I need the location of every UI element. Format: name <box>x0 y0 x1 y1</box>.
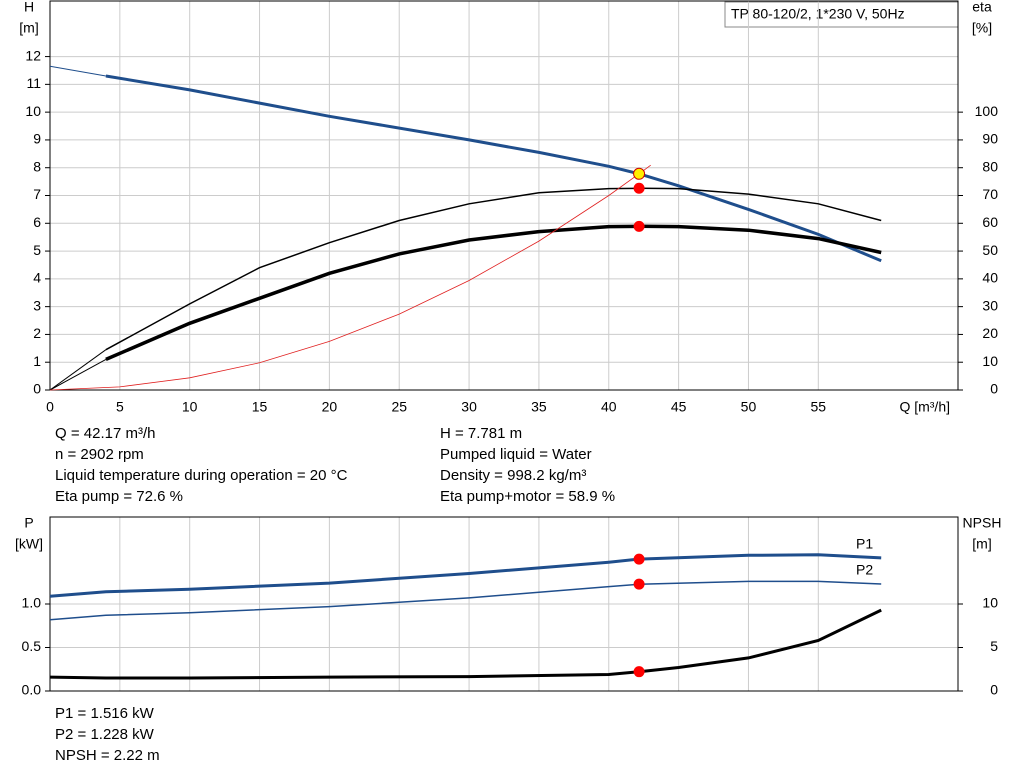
x-tick-label: 50 <box>741 399 757 415</box>
y-tick-label: 10 <box>25 103 41 119</box>
info-line: Density = 998.2 kg/m³ <box>440 467 586 484</box>
curve <box>105 187 882 351</box>
plot-frame <box>49 0 959 391</box>
curve-label: P2 <box>856 562 873 578</box>
header-label: TP 80-120/2, 1*230 V, 50Hz <box>731 6 905 22</box>
curve-label: P1 <box>856 536 873 552</box>
x-tick-label: 30 <box>461 399 477 415</box>
x-tick-label: 25 <box>391 399 407 415</box>
y-tick-label: 4 <box>33 270 41 286</box>
y2-tick-label: 90 <box>982 131 998 147</box>
y2-tick-label: 100 <box>975 103 999 119</box>
y-tick-label: 2 <box>33 325 41 341</box>
y2-axis-label: NPSH <box>963 515 1002 531</box>
curve <box>49 358 107 391</box>
duty-point <box>633 553 645 565</box>
x-tick-label: 0 <box>46 399 54 415</box>
x-tick-label: 55 <box>811 399 827 415</box>
y2-tick-label: 30 <box>982 297 998 313</box>
y2-tick-label: 10 <box>982 595 998 611</box>
y-axis-label: P <box>24 515 33 531</box>
info-line: n = 2902 rpm <box>55 446 144 463</box>
y-tick-label: 0 <box>33 381 41 397</box>
x-tick-label: 5 <box>116 399 124 415</box>
y2-axis-unit: [%] <box>972 20 992 36</box>
plot-frame <box>49 516 959 692</box>
y2-tick-label: 20 <box>982 325 998 341</box>
y-tick-label: 0.5 <box>22 638 42 654</box>
y2-tick-label: 70 <box>982 186 998 202</box>
curve <box>49 164 651 391</box>
y-tick-label: 5 <box>33 242 41 258</box>
x-tick-label: 15 <box>252 399 268 415</box>
info-line: H = 7.781 m <box>440 425 522 442</box>
y-tick-label: 3 <box>33 297 41 313</box>
curve <box>49 580 882 621</box>
y-axis-unit: [kW] <box>15 536 43 552</box>
x-tick-label: 40 <box>601 399 617 415</box>
curve <box>49 553 882 598</box>
y-axis-unit: [m] <box>19 20 38 36</box>
info-line: Eta pump+motor = 58.9 % <box>440 488 615 505</box>
info-line: Eta pump = 72.6 % <box>55 488 183 505</box>
y-tick-label: 8 <box>33 158 41 174</box>
info-line: P1 = 1.516 kW <box>55 705 155 722</box>
y-tick-label: 0.0 <box>22 682 42 698</box>
curve <box>49 608 882 680</box>
y2-axis-unit: [m] <box>972 536 991 552</box>
y2-tick-label: 0 <box>990 381 998 397</box>
y-tick-label: 9 <box>33 131 41 147</box>
info-line: P2 = 1.228 kW <box>55 726 155 743</box>
y-tick-label: 1 <box>33 353 41 369</box>
curve <box>105 74 882 263</box>
y-tick-label: 12 <box>25 47 41 63</box>
y-tick-label: 11 <box>26 75 41 91</box>
y2-tick-label: 50 <box>982 242 998 258</box>
info-line: Liquid temperature during operation = 20… <box>55 467 348 484</box>
y-axis-label: H <box>24 0 34 15</box>
y2-tick-label: 80 <box>982 158 998 174</box>
x-tick-label: 20 <box>322 399 338 415</box>
header-box <box>724 1 959 28</box>
y-tick-label: 6 <box>33 214 41 230</box>
y-tick-label: 7 <box>33 186 41 202</box>
x-tick-label: 35 <box>531 399 547 415</box>
x-axis-label: Q [m³/h] <box>899 399 950 415</box>
duty-point <box>633 220 645 232</box>
duty-point <box>633 182 645 194</box>
curve <box>49 65 106 77</box>
y2-tick-label: 0 <box>990 682 998 698</box>
y2-tick-label: 40 <box>982 270 998 286</box>
info-line: Pumped liquid = Water <box>440 446 592 463</box>
y2-tick-label: 5 <box>990 638 998 654</box>
duty-point <box>633 167 646 180</box>
y2-axis-label: eta <box>972 0 992 15</box>
curve <box>49 349 107 391</box>
duty-point <box>633 578 645 590</box>
y-tick-label: 1.0 <box>22 595 42 611</box>
y2-tick-label: 60 <box>982 214 998 230</box>
y2-tick-label: 10 <box>982 353 998 369</box>
info-line: NPSH = 2.22 m <box>55 747 160 764</box>
info-line: Q = 42.17 m³/h <box>55 425 155 442</box>
x-tick-label: 10 <box>182 399 198 415</box>
curve <box>105 224 882 362</box>
duty-point <box>633 666 645 678</box>
x-tick-label: 45 <box>671 399 687 415</box>
